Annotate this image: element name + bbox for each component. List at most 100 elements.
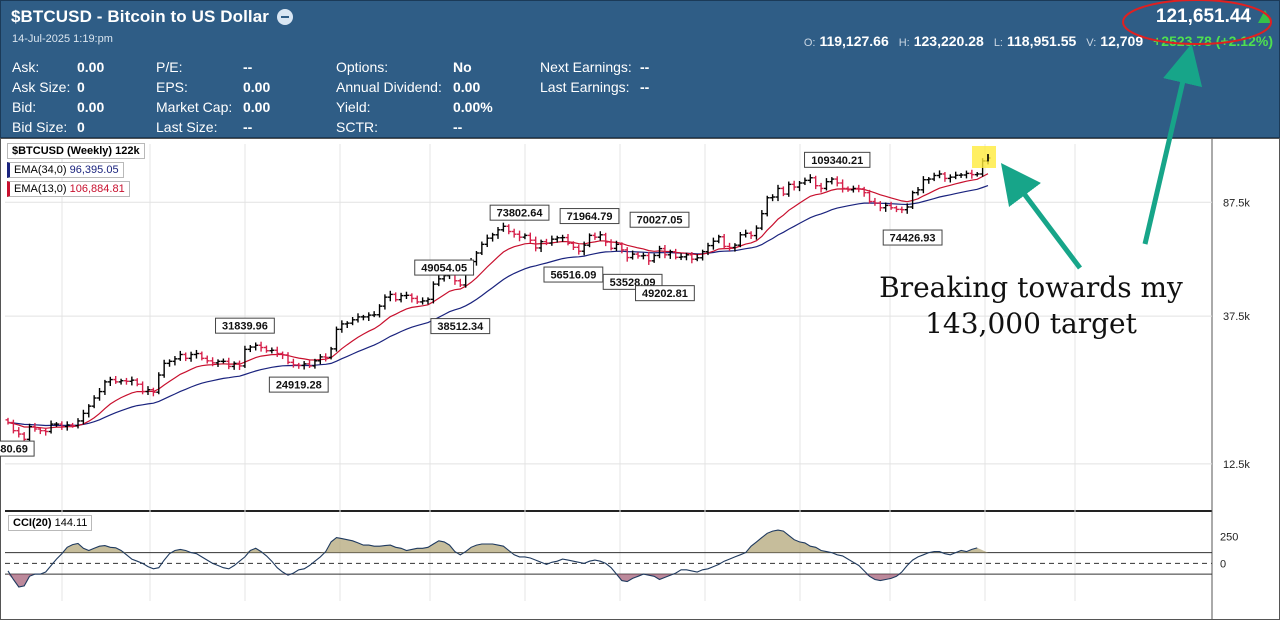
options-value: No [453, 59, 472, 75]
ema34-value: 96,395.05 [69, 164, 119, 176]
options-label: Options: [336, 59, 389, 75]
annotation-arrow-to-bar [1000, 163, 1082, 270]
bid-size-value: 0 [77, 119, 85, 135]
market-cap-label: Market Cap: [156, 99, 233, 115]
annotation-text: Breaking towards my 143,000 target [879, 271, 1183, 340]
legend-ema13: EMA(13,0) 106,884.81 [7, 181, 130, 197]
volume-value: 12,709 [1100, 33, 1144, 49]
up-arrow-icon [1258, 10, 1272, 23]
price-label: 71964.79 [567, 211, 613, 223]
collapse-minus-icon[interactable] [277, 9, 294, 25]
eps-value: 0.00 [243, 79, 271, 95]
low-value: 118,951.55 [1007, 33, 1077, 49]
last-earnings-label: Last Earnings: [540, 79, 630, 95]
sctr-label: SCTR: [336, 119, 378, 135]
price-label: 73802.64 [497, 208, 544, 220]
annotation-arrow-to-change [1142, 43, 1203, 245]
price-label: 70027.05 [637, 215, 683, 227]
annual-dividend-label: Annual Dividend: [336, 79, 442, 95]
price-highlight-ellipse [1122, 0, 1272, 45]
low-field: L: 118,951.55 [994, 33, 1076, 49]
market-cap-value: 0.00 [243, 99, 271, 115]
annual-dividend-value: 0.00 [453, 79, 481, 95]
ema34-label: EMA(34,0) [14, 164, 67, 176]
ema34-line [7, 185, 989, 427]
yield-label: Yield: [336, 99, 371, 115]
legend-main: $BTCUSD (Weekly) 122k [7, 143, 145, 159]
price-label: 5480.69 [0, 444, 28, 456]
price-label-box [489, 204, 550, 221]
price-label-box [804, 151, 871, 168]
pe-label: P/E: [156, 59, 183, 75]
price-label-box [0, 440, 35, 457]
volume-label: V: [1086, 37, 1097, 49]
ohlc-bar: O: 119,127.66 H: 123,220.28 L: 118,951.55 V… [804, 33, 1273, 49]
price-label: 31839.96 [222, 321, 268, 333]
ask-value: 0.00 [77, 59, 105, 75]
price-label-box [882, 229, 943, 246]
ask-size-label: Ask Size: [12, 79, 71, 95]
bid-value: 0.00 [77, 99, 105, 115]
price-tick-label: 37.5k [1223, 311, 1250, 323]
legend-ema34: EMA(34,0) 96,395.05 [7, 162, 124, 178]
price-label: 49054.05 [421, 263, 467, 275]
legend-main-text: $BTCUSD (Weekly) 122k [12, 145, 140, 157]
cci-label: CCI(20) [13, 517, 52, 529]
price-label-box [268, 376, 329, 393]
open-label: O: [803, 37, 816, 49]
volume-field: V: 12,709 [1086, 33, 1143, 49]
price-tick-label: 87.5k [1223, 197, 1250, 209]
pe-value: -- [243, 59, 253, 75]
price-tick-label: 12.5k [1223, 459, 1250, 471]
high-label: H: [898, 37, 910, 49]
next-earnings-label: Next Earnings: [540, 59, 632, 75]
quote-header: $BTCUSD - Bitcoin to US Dollar 14-Jul-20… [0, 0, 1280, 138]
price-label: 24919.28 [276, 380, 322, 392]
sctr-value: -- [453, 119, 463, 135]
cci-overbought-fill [8, 530, 988, 553]
ask-size-value: 0 [77, 79, 85, 95]
price-label: 74426.93 [890, 233, 936, 245]
cci-value: 144.11 [54, 517, 88, 529]
yield-value: 0.00% [453, 99, 493, 115]
open-value: 119,127.66 [819, 33, 889, 49]
legend-cci: CCI(20) 144.11 [8, 515, 93, 531]
ema13-line [7, 173, 989, 429]
price-label: 38512.34 [437, 321, 484, 333]
low-label: L: [993, 37, 1003, 49]
high-value: 123,220.28 [913, 33, 984, 49]
ema13-value: 106,884.81 [69, 183, 125, 195]
cci-oversold-fill [8, 574, 988, 587]
price-label-box [430, 318, 491, 335]
ema13-label: EMA(13,0) [14, 183, 67, 195]
plot-frame [0, 138, 1280, 620]
price-label-box [559, 208, 620, 225]
timestamp: 14-Jul-2025 1:19:pm [12, 33, 113, 45]
price-label-box [629, 211, 690, 228]
last-bar-highlight [972, 145, 996, 168]
price-label: 49202.81 [642, 288, 688, 300]
next-earnings-value: -- [640, 59, 650, 75]
ask-label: Ask: [12, 59, 40, 75]
bid-size-label: Bid Size: [12, 119, 68, 135]
bid-label: Bid: [12, 99, 37, 115]
last-size-label: Last Size: [156, 119, 218, 135]
last-price: 121,651.44 [1155, 6, 1251, 27]
price-label-box [215, 317, 275, 334]
last-size-value: -- [243, 119, 253, 135]
price-label-box [414, 259, 475, 276]
eps-label: EPS: [156, 79, 188, 95]
cci-line [7, 529, 978, 588]
price-label-box [635, 285, 695, 302]
last-earnings-value: -- [640, 79, 650, 95]
chart-legend: $BTCUSD (Weekly) 122k EMA(34,0) 96,395.0… [7, 143, 145, 197]
symbol-title: $BTCUSD - Bitcoin to US Dollar [11, 7, 270, 26]
high-field: H: 123,220.28 [899, 33, 984, 49]
cci-tick-label: 250 [1220, 532, 1238, 544]
price-label: 56516.09 [550, 270, 596, 282]
cci-tick-label: 0 [1220, 558, 1226, 570]
price-label: 109340.21 [811, 155, 863, 167]
open-field: O: 119,127.66 [804, 33, 889, 49]
